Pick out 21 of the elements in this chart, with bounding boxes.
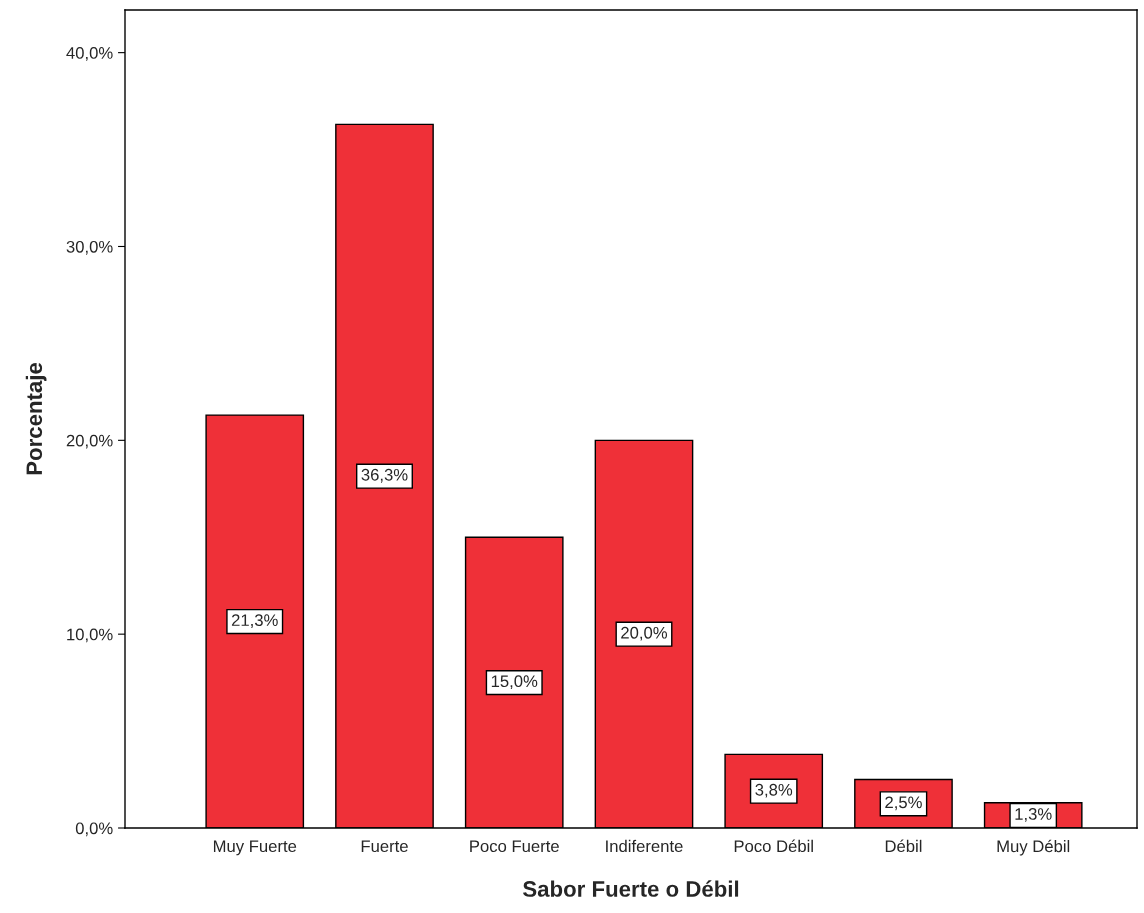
y-tick-label: 40,0% <box>66 47 113 61</box>
data-label: 15,0% <box>491 675 538 690</box>
x-tick-label: Poco Fuerte <box>470 840 559 853</box>
y-tick-label: 20,0% <box>66 434 113 449</box>
data-label: 2,5% <box>885 796 922 811</box>
x-tick-label: Fuerte <box>361 840 408 853</box>
x-tick-label: Muy Fuerte <box>213 840 297 856</box>
data-label: 21,3% <box>231 614 278 628</box>
y-tick-label: 30,0% <box>66 240 113 255</box>
x-tick-label: Indiferente <box>606 839 683 853</box>
data-label: 36,3% <box>361 468 408 483</box>
y-axis-title: Porcentaje <box>25 362 47 475</box>
x-axis-title: Sabor Fuerte o Débil <box>522 880 739 897</box>
y-tick-label: 0,0% <box>75 822 113 837</box>
x-tick-label: Muy Débil <box>997 839 1070 856</box>
data-label: 1,3% <box>1015 808 1052 822</box>
data-label: 3,8% <box>755 783 793 798</box>
x-tick-label: Débil <box>885 839 922 853</box>
y-tick-label: 10,0% <box>67 628 113 643</box>
data-label: 20,0% <box>621 626 668 641</box>
x-tick-label: Poco Débil <box>734 839 813 853</box>
